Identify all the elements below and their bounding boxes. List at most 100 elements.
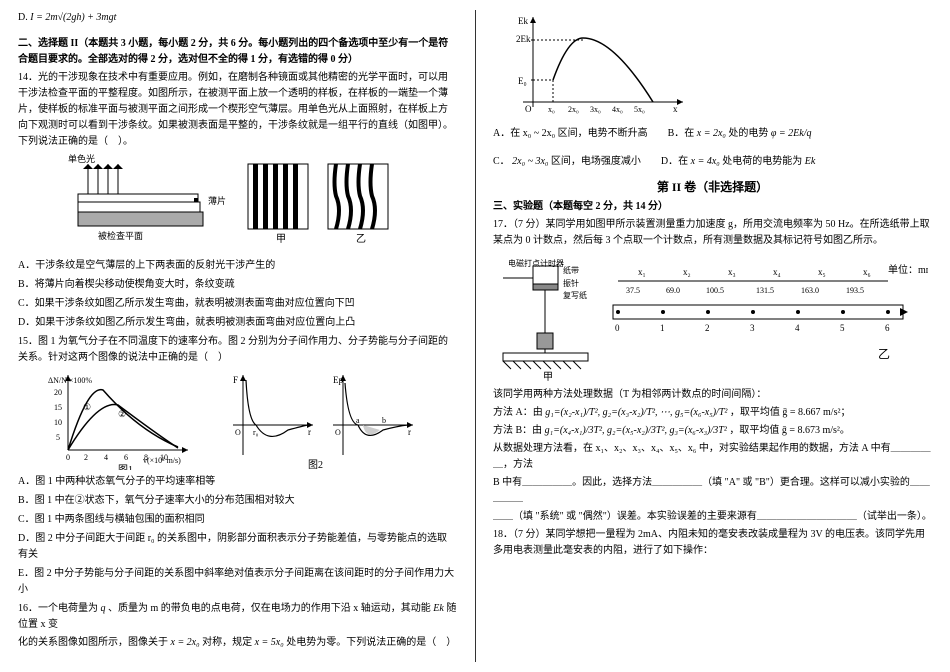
svg-text:x₆: x₆	[863, 267, 871, 277]
app-pin: 振针	[563, 278, 579, 288]
q14-d: D．如果干涉条纹如图乙所示发生弯曲，就表明被测表面弯曲对应位置向上凸	[18, 315, 457, 331]
mb-f: g₁=(x₄-x₁)/3T², g₂=(x₅-x₂)/3T², g₃=(x₆-x…	[545, 425, 727, 436]
svg-text:x₅: x₅	[818, 267, 826, 277]
right-column: Ek 2Ek E₀ O x₀ 2x₀ 3x₀ 4x₀ 5x₀ x A．在 x₀ …	[475, 0, 950, 672]
svg-text:15: 15	[54, 403, 62, 412]
label-yi: 乙	[356, 233, 366, 245]
svg-text:1: 1	[660, 323, 665, 333]
q17-q1a: 从数据处理方法看，在 x₁、x₂、x₃、x₄、x₅、x₆ 中，对实验结果起作用的…	[493, 441, 932, 473]
g2-r0a: r₀	[253, 428, 259, 437]
opt-d: D. I = 2m√(2gh) + 3mgt	[18, 10, 457, 26]
q16-x2: x = 2x₀	[171, 637, 200, 648]
svg-text:131.5: 131.5	[756, 286, 774, 295]
svg-text:O: O	[525, 104, 532, 114]
svg-text:x₀: x₀	[548, 105, 555, 114]
q16-q: q	[101, 603, 106, 614]
svg-text:4: 4	[795, 323, 800, 333]
section3-title: 三、实验题（本题每空 2 分，共 14 分）	[493, 199, 932, 215]
svg-text:20: 20	[54, 388, 62, 397]
q16-a: A．在 x₀ ~ 2x₀ 区间，电势不断升高	[493, 128, 648, 139]
mb-1: 方法 B：由	[493, 425, 542, 436]
ruler-unit: 单位：mm	[888, 263, 928, 276]
q16-opt-line2: C． 2x₀ ~ 3x₀ 区间，电场强度减小 D．在 x = 4x₀ 处电荷的电…	[493, 154, 932, 170]
g2-Fy: F	[233, 375, 238, 385]
ma-f: g₁=(x₂-x₁)/T², g₂=(x₃-x₂)/T², ⋯, g₅=(x₆-…	[545, 407, 727, 418]
q18: 18．（7 分）某同学想把一量程为 2mA、内阻未知的毫安表改装成量程为 3V …	[493, 527, 932, 559]
q16-d2: 处电荷的电势能为	[722, 156, 802, 167]
q16-c2: 区间，电场强度减小	[551, 156, 641, 167]
svg-text:5: 5	[56, 433, 60, 442]
svg-text:3: 3	[750, 323, 755, 333]
svg-text:2x₀: 2x₀	[568, 105, 579, 114]
ek-y1: Ek	[518, 16, 528, 26]
app-carbon: 复写纸	[563, 290, 587, 300]
svg-text:69.0: 69.0	[666, 286, 680, 295]
svg-text:163.0: 163.0	[801, 286, 819, 295]
svg-text:37.5: 37.5	[626, 286, 640, 295]
q16-intro: 16．一个电荷量为 q 、质量为 m 的带负电的点电荷，仅在电场力的作用下沿 x…	[18, 601, 457, 633]
label-jia: 甲	[276, 234, 286, 245]
svg-text:8: 8	[144, 453, 148, 462]
svg-text:10: 10	[54, 418, 62, 427]
q14-intro: 14．光的干涉现象在技术中有重要应用。例如，在磨制各种镜面或其他精密的光学平面时…	[18, 70, 457, 150]
g1-c2: ②	[118, 409, 126, 419]
q15-d: D．图 2 中分子间距大于间距 r₀ 的关系图中，阴影部分面积表示分子势能差值，…	[18, 531, 457, 563]
g1-c1: ①	[83, 402, 91, 412]
left-column: D. I = 2m√(2gh) + 3mgt 二、选择题 II（本题共 3 小题…	[0, 0, 475, 672]
g2-a: a	[356, 416, 360, 425]
g2-b: b	[382, 416, 386, 425]
part2-title: 第 II 卷（非选择题）	[493, 178, 932, 197]
q16-a2: 、质量为 m 的带负电的点电荷，仅在电场力的作用下沿 x 轴运动，其动能	[108, 603, 431, 614]
ma-2: ，取平均值 ḡ = 8.667 m/s²；	[730, 407, 851, 418]
app-tape: 纸带	[563, 265, 579, 275]
q15-figure: ΔN/N ×100% v(×10² m/s) 5 10 15 20 0 2 4 …	[38, 370, 438, 470]
svg-text:2: 2	[705, 323, 710, 333]
column-divider	[475, 10, 476, 662]
svg-text:O: O	[335, 428, 341, 437]
label-surface: 被检查平面	[98, 230, 143, 241]
ek-xl: x	[673, 104, 678, 114]
q15-a: A．图 1 中两种状态氧气分子的平均速率相等	[18, 474, 457, 490]
q16-b1: B．在	[668, 128, 695, 139]
label-wedge: 薄片	[208, 195, 226, 206]
q16-c1: C．	[493, 156, 510, 167]
q16-b2: 处的电势	[728, 128, 768, 139]
q17-method: 该同学用两种方法处理数据（T 为相邻两计数点的时间间隔）：	[493, 387, 932, 403]
g1-ylabel: ΔN/N ×100%	[48, 376, 92, 385]
svg-text:x₃: x₃	[728, 267, 736, 277]
section2-title: 二、选择题 II（本题共 3 小题，每小题 2 分，共 6 分。每小题列出的四个…	[18, 36, 457, 68]
q16-ek-graph: Ek 2Ek E₀ O x₀ 2x₀ 3x₀ 4x₀ 5x₀ x	[513, 12, 693, 122]
q14-c: C．如果干涉条纹如图乙所示发生弯曲，就表明被测表面弯曲对应位置向下凹	[18, 296, 457, 312]
svg-text:3x₀: 3x₀	[590, 105, 601, 114]
ma-1: 方法 A：由	[493, 407, 543, 418]
g1-title: 图1	[118, 464, 133, 470]
q16-tail: 化的关系图像如图所示，图像关于 x = 2x₀ 对称，规定 x = 5x₀ 处电…	[18, 635, 457, 651]
svg-text:x₂: x₂	[683, 267, 691, 277]
q16-dx: x = 4x₀	[691, 156, 720, 167]
q16-d1: D．在	[661, 156, 688, 167]
q14-b: B．将薄片向着楔尖移动使楔角变大时，条纹变疏	[18, 277, 457, 293]
q14-figure: 单色光 样板 薄片 被检查平面 甲 乙	[68, 154, 408, 254]
q16-t1: 化的关系图像如图所示，图像关于	[18, 637, 168, 648]
g2-r1: r	[308, 427, 311, 437]
q15-c: C．图 1 中两条图线与横轴包围的面积相同	[18, 512, 457, 528]
g2-Ey: Ep	[333, 375, 343, 385]
svg-text:0: 0	[615, 323, 620, 333]
q16-a1: 16．一个电荷量为	[18, 603, 98, 614]
label-mono: 单色光	[68, 154, 95, 164]
svg-text:5x₀: 5x₀	[634, 105, 645, 114]
app-jia: 甲	[543, 372, 553, 383]
ek-y2: 2Ek	[516, 34, 531, 44]
svg-text:0: 0	[66, 453, 70, 462]
g2-r2: r	[408, 427, 411, 437]
svg-text:10: 10	[160, 453, 168, 462]
svg-text:x₄: x₄	[773, 267, 781, 277]
q17-q1b: B 中有＿＿＿＿＿。因此，选择方法＿＿＿＿＿（填 "A" 或 "B"）更合理。这…	[493, 475, 932, 507]
q16-t3: 处电势为零。下列说法正确的是（ ）	[286, 637, 456, 648]
app-timer: 电磁打点计时器	[508, 258, 564, 268]
svg-text:6: 6	[124, 453, 128, 462]
method-a: 方法 A：由 g₁=(x₂-x₁)/T², g₂=(x₃-x₂)/T², ⋯, …	[493, 405, 932, 421]
q16-x5: x = 5x₀	[255, 637, 284, 648]
q16-opt-line1: A．在 x₀ ~ 2x₀ 区间，电势不断升高 B．在 x = 2x₀ 处的电势 …	[493, 126, 932, 142]
q16-de: Ek	[805, 156, 816, 167]
